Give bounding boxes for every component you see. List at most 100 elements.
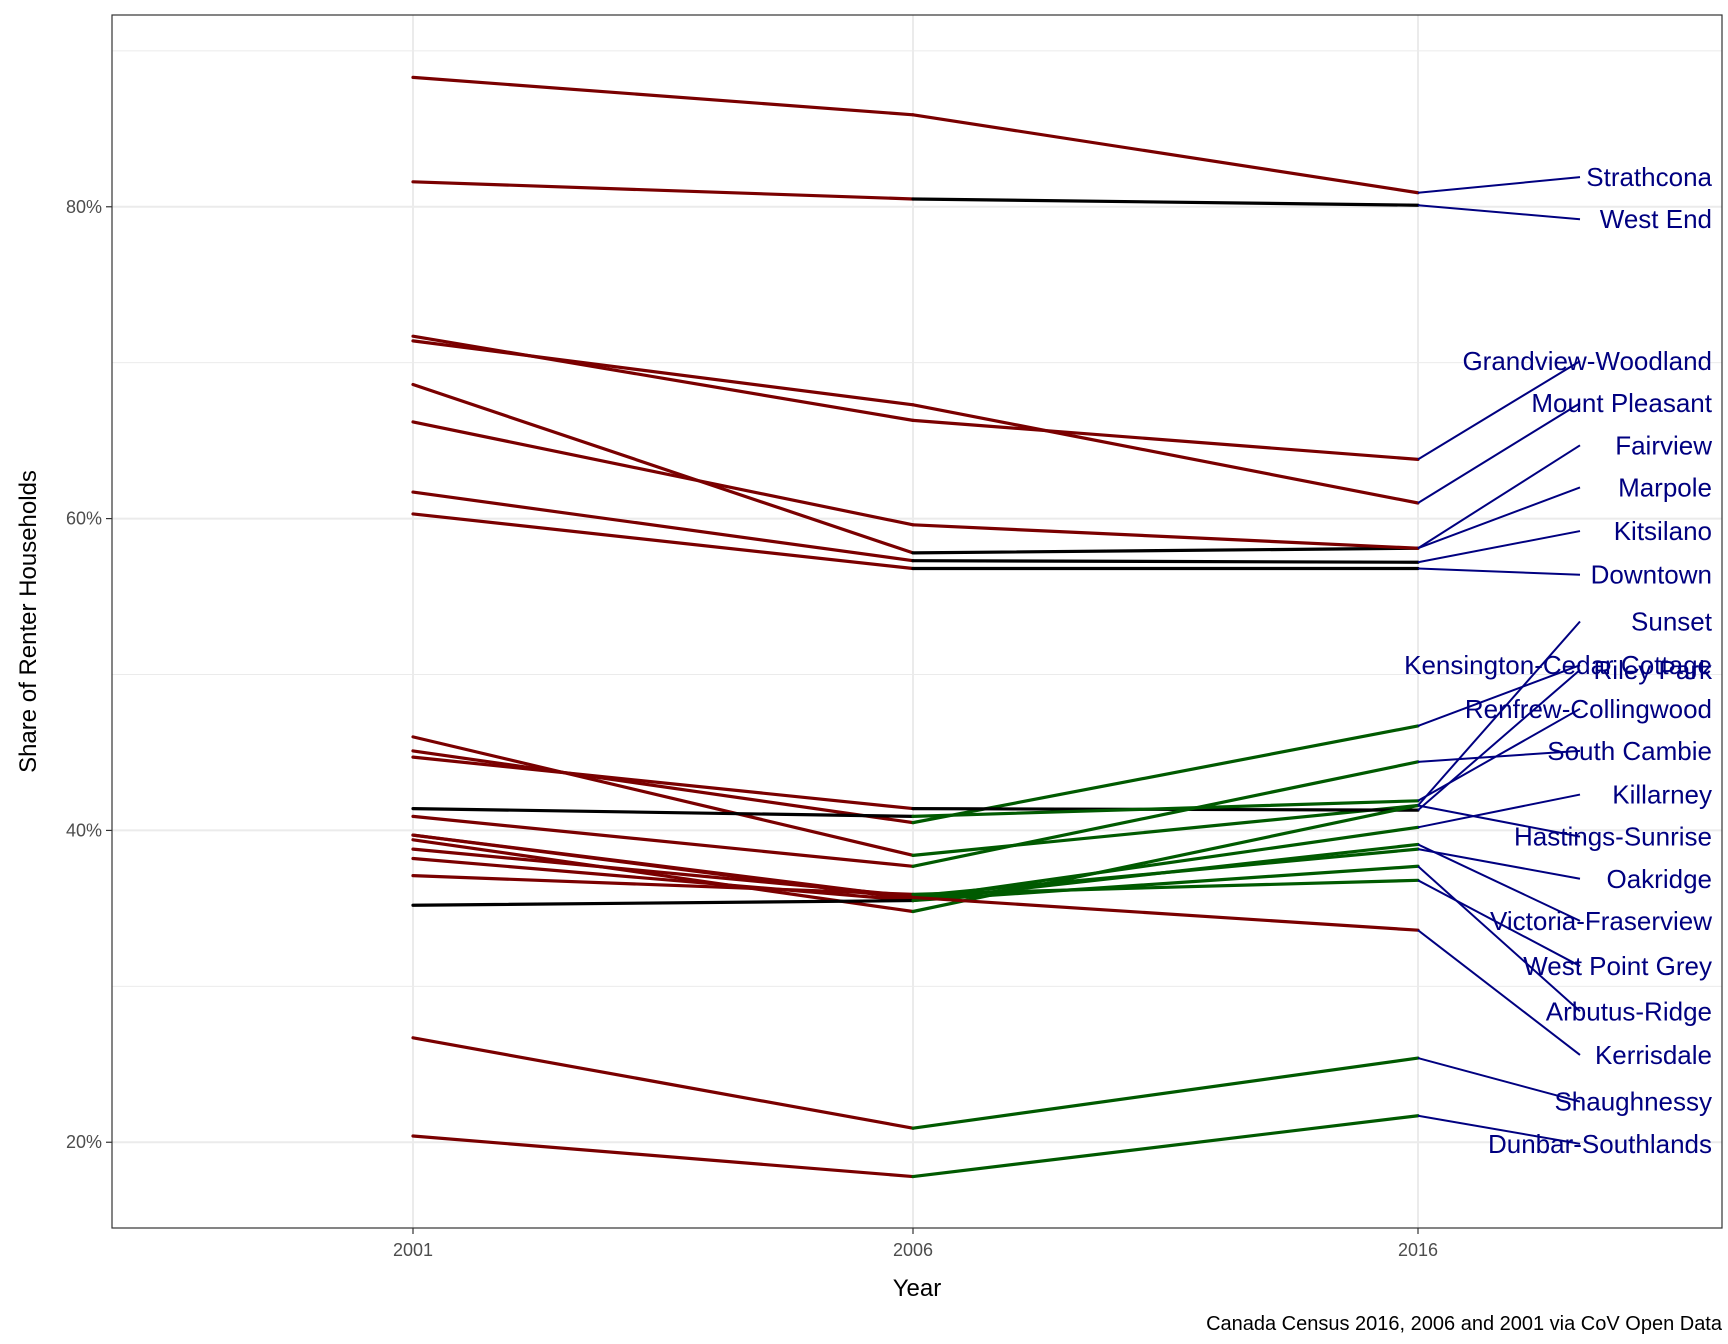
connector-shaughnessy	[1417, 1057, 1581, 1103]
label-kerrisdale: Kerrisdale	[1595, 1040, 1712, 1070]
label-arbutus-ridge: Arbutus-Ridge	[1546, 996, 1712, 1026]
label-south-cambie: South Cambie	[1547, 736, 1712, 766]
series-sunset	[411, 735, 1420, 857]
series-lines	[411, 75, 1420, 1179]
series-segment-dunbar-southlands	[411, 1134, 915, 1179]
connector-mount-pleasant	[1417, 402, 1581, 504]
series-segment-grandview-woodland	[911, 418, 1420, 461]
series-kerrisdale	[411, 833, 1420, 932]
label-dunbar-southlands: Dunbar-Southlands	[1488, 1129, 1712, 1159]
y-axis-title: Share of Renter Households	[15, 470, 42, 773]
y-axis-ticks: 20% 40% 60% 80%	[66, 197, 112, 1152]
label-west-end: West End	[1600, 204, 1712, 234]
series-segment-kerrisdale	[911, 895, 1420, 932]
connector-kitsilano	[1417, 530, 1581, 564]
connector-west-point-grey	[1417, 879, 1581, 967]
y-tick-label: 40%	[66, 820, 102, 840]
x-tick-label: 2016	[1398, 1240, 1438, 1260]
series-segment-sunset	[411, 735, 915, 857]
connector-strathcona	[1417, 176, 1581, 194]
series-segment-riley-park	[411, 755, 915, 811]
series-west-end	[411, 180, 1420, 207]
label-west-point-grey: West Point Grey	[1523, 951, 1712, 981]
series-segment-west-end	[911, 197, 1420, 207]
series-downtown	[411, 512, 1420, 571]
series-segment-fairview	[911, 546, 1420, 555]
connector-kensington-cedar-cottage	[1417, 664, 1581, 727]
connector-downtown	[1417, 567, 1581, 576]
connector-grandview-woodland	[1417, 360, 1581, 461]
series-west-point-grey	[411, 874, 1420, 896]
series-segment-kitsilano	[411, 490, 915, 563]
connector-arbutus-ridge	[1417, 865, 1581, 1013]
label-marpole: Marpole	[1618, 472, 1712, 502]
series-arbutus-ridge	[411, 864, 1420, 907]
label-grandview-woodland: Grandview-Woodland	[1462, 346, 1712, 376]
series-south-cambie	[411, 760, 1420, 868]
connector-kerrisdale	[1417, 929, 1581, 1056]
series-segment-dunbar-southlands	[911, 1114, 1420, 1179]
label-shaughnessy: Shaughnessy	[1554, 1087, 1712, 1117]
connector-oakridge	[1417, 848, 1581, 880]
series-kensington-cedar-cottage	[411, 724, 1420, 825]
series-segment-west-point-grey	[911, 878, 1420, 896]
series-segment-south-cambie	[911, 760, 1420, 868]
connector-hastings-sunrise	[1417, 804, 1581, 838]
series-segment-victoria-fraserview	[411, 856, 915, 903]
label-sunset: Sunset	[1631, 607, 1713, 637]
connector-killarney	[1417, 793, 1581, 829]
connector-fairview	[1417, 444, 1581, 550]
label-connectors	[1417, 176, 1581, 1145]
series-segment-kitsilano	[911, 559, 1420, 564]
label-riley-park: Riley Park	[1594, 655, 1713, 685]
label-hastings-sunrise: Hastings-Sunrise	[1514, 822, 1712, 852]
series-renfrew-collingwood	[411, 799, 1420, 818]
connector-sunset	[1417, 620, 1581, 807]
series-segment-sunset	[911, 803, 1420, 857]
series-segment-strathcona	[411, 75, 915, 117]
connector-marpole	[1417, 486, 1581, 550]
label-kitsilano: Kitsilano	[1614, 516, 1712, 546]
label-renfrew-collingwood: Renfrew-Collingwood	[1465, 694, 1712, 724]
label-mount-pleasant: Mount Pleasant	[1531, 388, 1712, 418]
series-segment-south-cambie	[411, 814, 915, 868]
series-segment-marpole	[911, 523, 1420, 550]
x-axis-title: Year	[893, 1275, 942, 1302]
connector-riley-park	[1417, 669, 1581, 811]
series-segment-arbutus-ridge	[911, 864, 1420, 903]
x-tick-label: 2006	[893, 1240, 933, 1260]
series-segment-shaughnessy	[411, 1036, 915, 1130]
grid-lines	[112, 15, 1722, 1228]
label-oakridge: Oakridge	[1607, 864, 1713, 894]
series-segment-kerrisdale	[411, 833, 915, 900]
label-victoria-fraserview: Victoria-Fraserview	[1490, 906, 1712, 936]
series-fairview	[411, 382, 1420, 555]
series-segment-strathcona	[911, 113, 1420, 195]
series-segment-renfrew-collingwood	[911, 799, 1420, 818]
series-segment-mount-pleasant	[911, 403, 1420, 505]
label-kensington-cedar-cottage: Kensington-Cedar Cottage	[1404, 650, 1712, 680]
series-segment-west-end	[411, 180, 915, 201]
series-segment-shaughnessy	[911, 1056, 1420, 1130]
series-segment-marpole	[411, 420, 915, 527]
connector-renfrew-collingwood	[1417, 707, 1581, 802]
connector-dunbar-southlands	[1417, 1114, 1581, 1145]
series-segment-renfrew-collingwood	[411, 806, 915, 818]
label-strathcona: Strathcona	[1586, 162, 1712, 192]
series-marpole	[411, 420, 1420, 550]
x-axis-ticks: 2001 2006 2016	[393, 1228, 1438, 1260]
series-segment-west-point-grey	[411, 874, 915, 896]
series-segment-kensington-cedar-cottage	[411, 749, 915, 825]
x-tick-label: 2001	[393, 1240, 433, 1260]
label-killarney: Killarney	[1612, 780, 1712, 810]
series-dunbar-southlands	[411, 1114, 1420, 1179]
y-tick-label: 20%	[66, 1132, 102, 1152]
series-segment-fairview	[411, 382, 915, 555]
series-strathcona	[411, 75, 1420, 195]
series-segment-arbutus-ridge	[411, 898, 915, 907]
series-mount-pleasant	[411, 339, 1420, 505]
series-segment-kensington-cedar-cottage	[911, 724, 1420, 825]
y-tick-label: 60%	[66, 509, 102, 529]
connector-south-cambie	[1417, 749, 1581, 763]
